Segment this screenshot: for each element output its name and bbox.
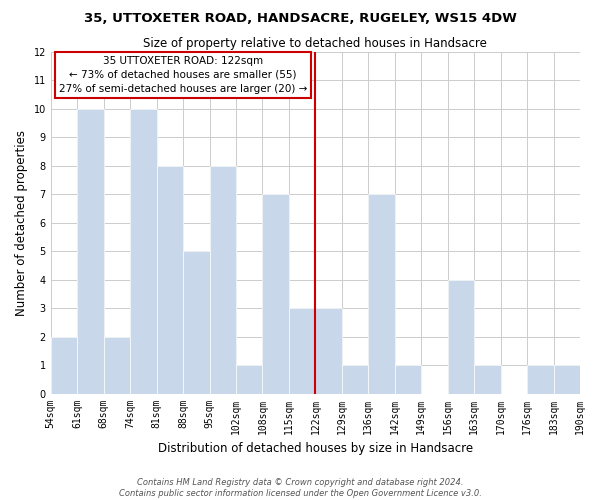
Bar [262,194,289,394]
Text: 35, UTTOXETER ROAD, HANDSACRE, RUGELEY, WS15 4DW: 35, UTTOXETER ROAD, HANDSACRE, RUGELEY, … [83,12,517,26]
Bar [395,365,421,394]
Text: Contains HM Land Registry data © Crown copyright and database right 2024.
Contai: Contains HM Land Registry data © Crown c… [119,478,481,498]
Bar [368,194,395,394]
Title: Size of property relative to detached houses in Handsacre: Size of property relative to detached ho… [143,38,487,51]
Bar [289,308,316,394]
Bar [104,336,130,394]
Bar [77,108,104,394]
Bar [157,166,183,394]
Bar [448,280,474,394]
Bar [183,251,209,394]
Bar [554,365,580,394]
Bar [130,108,157,394]
Bar [527,365,554,394]
Bar [209,166,236,394]
Text: 35 UTTOXETER ROAD: 122sqm
← 73% of detached houses are smaller (55)
27% of semi-: 35 UTTOXETER ROAD: 122sqm ← 73% of detac… [59,56,307,94]
Bar [342,365,368,394]
Bar [51,336,77,394]
Bar [236,365,262,394]
Bar [316,308,342,394]
Bar [474,365,500,394]
Y-axis label: Number of detached properties: Number of detached properties [15,130,28,316]
X-axis label: Distribution of detached houses by size in Handsacre: Distribution of detached houses by size … [158,442,473,455]
